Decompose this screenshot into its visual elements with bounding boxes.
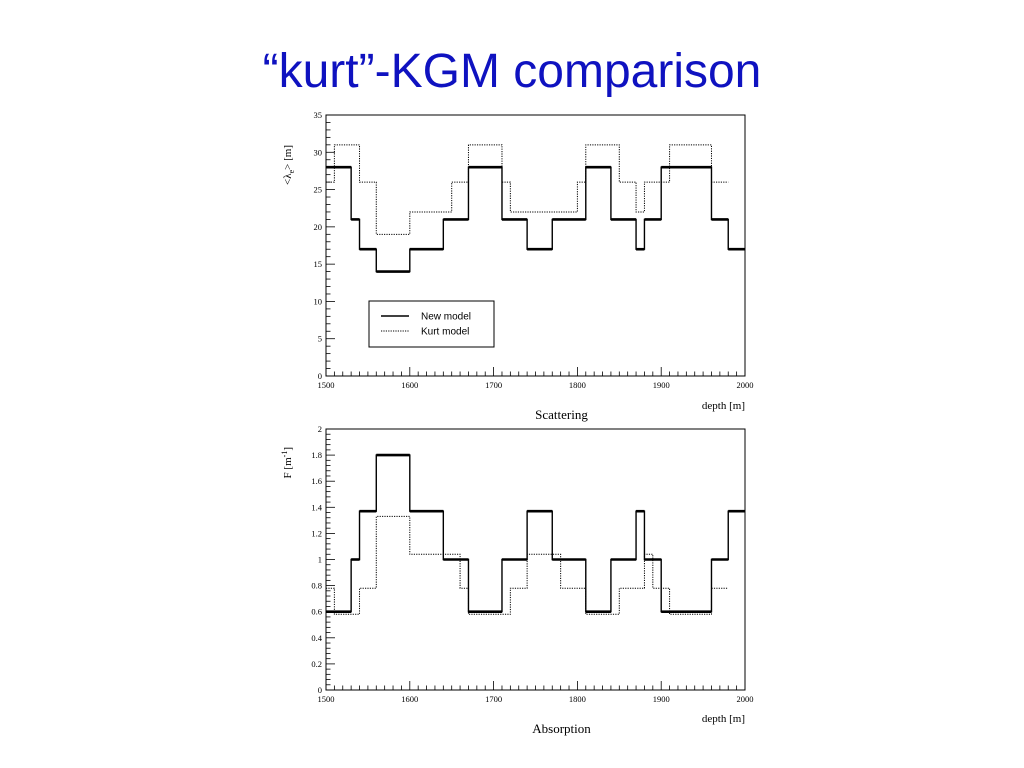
x-tick-label: 1500 (318, 380, 335, 390)
y-tick-label: 1.4 (311, 502, 322, 512)
y-tick-label: 20 (314, 222, 323, 232)
x-tick-label: 1500 (318, 694, 335, 704)
absorption-chart: 1500 1600 1700 1800 1900 2000 0 0.2 0.4 0.6 0.8 1 1.… (280, 424, 754, 736)
y-tick-label: 2 (318, 424, 322, 434)
x-axis-label: depth [m] (702, 713, 745, 725)
legend-label: Kurt model (421, 327, 469, 338)
x-tick-label: 2000 (737, 694, 754, 704)
x-tick-label: 2000 (737, 380, 754, 390)
x-tick-label: 1800 (569, 694, 586, 704)
x-tick-label: 1900 (653, 694, 670, 704)
x-tick-label: 1600 (401, 694, 418, 704)
y-tick-label: 0 (318, 371, 322, 381)
slide-title: “kurt”-KGM comparison (262, 45, 762, 98)
y-tick-label: 35 (314, 110, 323, 120)
y-tick-label: 0.6 (311, 607, 322, 617)
y-tick-label: 0.4 (311, 633, 322, 643)
legend-box (368, 300, 495, 348)
series-new-model (326, 166, 745, 273)
x-tick-label: 1700 (485, 694, 502, 704)
chart-caption: Absorption (532, 721, 591, 736)
y-tick-label: 0.8 (311, 581, 322, 591)
y-tick-label: 0 (318, 685, 322, 695)
y-tick-label: 1.2 (311, 528, 322, 538)
legend-label: New model (421, 312, 471, 323)
y-axis-label: <λe> [m] (282, 145, 296, 185)
y-tick-label: 5 (318, 334, 322, 344)
series-new-model (326, 454, 745, 613)
chart-caption: Scattering (535, 407, 588, 422)
y-tick-label: 25 (314, 185, 323, 195)
y-tick-label: 0.2 (311, 659, 322, 669)
x-tick-label: 1800 (569, 380, 586, 390)
x-axis-label: depth [m] (702, 400, 745, 412)
y-axis-label: F [m-1] (280, 447, 294, 478)
scattering-chart: 1500 1600 1700 1800 1900 2000 0 5 10 15 20 25 30 35 de… (282, 110, 754, 422)
y-tick-label: 30 (314, 147, 323, 157)
y-tick-label: 1 (318, 555, 322, 565)
y-tick-label: 10 (314, 296, 323, 306)
series-kurt-model (326, 144, 729, 235)
y-tick-label: 15 (314, 259, 323, 269)
series-kurt-model (326, 515, 729, 615)
y-tick-label: 1.8 (311, 450, 322, 460)
plot-frame (325, 428, 746, 691)
x-tick-label: 1600 (401, 380, 418, 390)
x-tick-label: 1900 (653, 380, 670, 390)
y-tick-label: 1.6 (311, 476, 322, 486)
x-tick-label: 1700 (485, 380, 502, 390)
